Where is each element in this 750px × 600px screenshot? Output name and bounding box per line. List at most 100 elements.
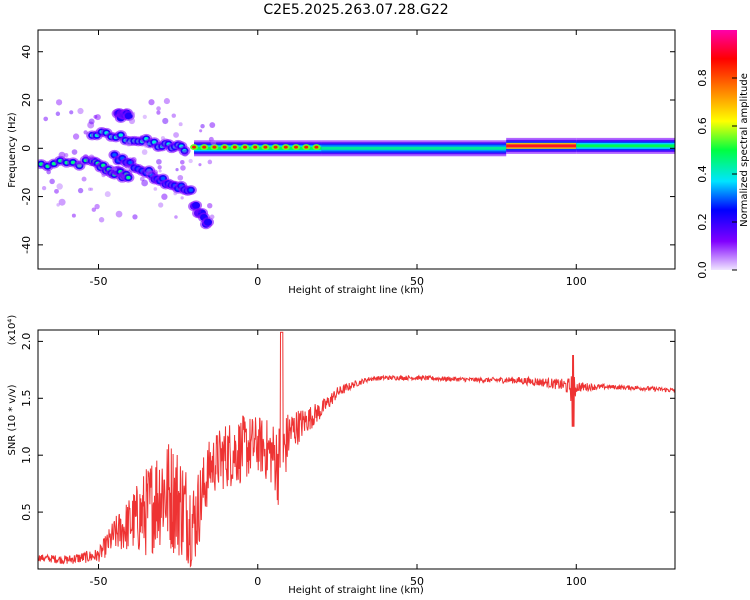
spectrogram-speckle bbox=[49, 178, 55, 185]
spectrogram-speckle bbox=[156, 110, 161, 115]
spectrogram-speckle bbox=[55, 99, 63, 106]
frequency-peak bbox=[283, 145, 288, 149]
colorbar-tick-label: 0.6 bbox=[696, 117, 709, 135]
spectrogram-speckle bbox=[94, 114, 101, 121]
snr-x-tick-label: -50 bbox=[90, 575, 108, 588]
spectrogram-speckle bbox=[131, 111, 136, 116]
snr-y-tick-label: 2.0 bbox=[20, 333, 33, 351]
branch-peak bbox=[160, 176, 166, 181]
spectrogram-speckle bbox=[54, 188, 59, 194]
spectrogram-speckle bbox=[162, 117, 169, 125]
spectrogram-speckle bbox=[123, 161, 127, 165]
snr-series-line bbox=[38, 331, 675, 568]
spectrogram-speckle bbox=[77, 187, 84, 194]
spectrogram-speckle bbox=[64, 153, 69, 158]
spectrogram-speckle bbox=[141, 149, 148, 155]
snr-y-multiplier: (x10⁴) bbox=[7, 315, 18, 346]
snr-x-label: Height of straight line (km) bbox=[288, 585, 424, 596]
spectrogram-speckle bbox=[207, 159, 213, 165]
spectrogram-speckle bbox=[209, 122, 216, 128]
spectrogram-speckle bbox=[77, 160, 82, 165]
spectrogram-speckle bbox=[141, 179, 148, 187]
snr-panel: -50 0 50 100 0.5 1.0 1.5 2.0 Height of straigh… bbox=[7, 315, 676, 596]
branch-peak bbox=[188, 188, 194, 192]
spectrogram-speckle bbox=[139, 135, 144, 139]
spectrogram-speckle bbox=[81, 176, 87, 182]
snr-x-tick-label: 50 bbox=[410, 575, 424, 588]
spectrogram-speckle bbox=[153, 187, 158, 191]
spectrogram-speckle bbox=[125, 141, 132, 147]
branch-peak bbox=[70, 160, 76, 165]
spectrogram-speckle bbox=[207, 203, 213, 209]
snr-y-tick-label: 1.5 bbox=[20, 390, 33, 408]
spectrogram-x-ticks: -50 0 50 100 bbox=[90, 30, 587, 288]
spectrogram-speckle bbox=[77, 107, 84, 115]
frequency-peak bbox=[232, 145, 237, 149]
spectrogram-speckle bbox=[158, 202, 164, 208]
spectrogram-x-label: Height of straight line (km) bbox=[288, 285, 424, 296]
spectrogram-speckle bbox=[130, 157, 137, 163]
spectrogram-y-tick-label: 40 bbox=[20, 45, 33, 59]
frequency-peak bbox=[192, 145, 197, 149]
spectrogram-speckle bbox=[132, 214, 138, 220]
spectrogram-speckle bbox=[181, 149, 189, 157]
colorbar-tick-label: 0.0 bbox=[696, 261, 709, 279]
branch-peak bbox=[126, 175, 131, 180]
spectrogram-speckle bbox=[98, 217, 105, 223]
spectrogram-x-tick-label: -50 bbox=[90, 275, 108, 288]
spectrogram-y-tick-label: -40 bbox=[20, 236, 33, 254]
spectrogram-speckle bbox=[58, 151, 66, 159]
colorbar-tick-label: 0.2 bbox=[696, 213, 709, 231]
spectrogram-speckle bbox=[142, 114, 147, 120]
spectrogram-speckle bbox=[174, 215, 178, 219]
snr-y-tick-label: 1.0 bbox=[20, 446, 33, 464]
spectrogram-y-tick-label: 20 bbox=[20, 93, 33, 107]
spectrogram-speckle bbox=[46, 169, 51, 175]
colorbar-tick-label: 0.4 bbox=[696, 165, 709, 183]
snr-marks bbox=[38, 331, 675, 568]
spectrogram-speckle bbox=[69, 110, 74, 115]
spectrogram-speckle bbox=[180, 196, 184, 200]
spectrogram-speckle bbox=[56, 203, 60, 207]
spectrogram-speckle bbox=[43, 116, 49, 122]
snr-y-ticks: 0.5 1.0 1.5 2.0 bbox=[20, 333, 675, 521]
colorbar-ticks: 0.0 0.2 0.4 0.6 0.8 bbox=[696, 69, 737, 279]
branch-peak bbox=[112, 153, 117, 157]
frequency-band bbox=[321, 146, 507, 150]
spectrogram-speckle bbox=[71, 149, 78, 155]
spectrogram-speckle bbox=[94, 203, 100, 210]
spectrogram-speckle bbox=[173, 132, 179, 138]
spectrogram-speckle bbox=[113, 167, 117, 171]
spectrogram-speckle bbox=[104, 191, 111, 198]
spectrogram-y-tick-label: 0 bbox=[20, 145, 33, 152]
spectrogram-speckle bbox=[83, 130, 88, 135]
spectrogram-speckle bbox=[178, 122, 183, 127]
colorbar: 0.0 0.2 0.4 0.6 0.8 Normalized spectral ampl… bbox=[696, 30, 750, 279]
spectrogram-speckle bbox=[151, 169, 158, 176]
spectrogram-speckle bbox=[196, 208, 202, 214]
branch-blob bbox=[124, 112, 133, 120]
spectrogram-frame bbox=[37, 29, 676, 270]
spectrogram-y-ticks: -40 -20 0 20 40 bbox=[20, 45, 675, 254]
spectrogram-speckle bbox=[210, 139, 217, 146]
spectrogram-speckle bbox=[171, 113, 176, 118]
spectrogram-speckle bbox=[145, 168, 153, 176]
spectrogram-speckle bbox=[56, 183, 63, 190]
branch-peak bbox=[118, 133, 124, 137]
frequency-peak bbox=[273, 145, 278, 149]
spectrogram-x-tick-label: 0 bbox=[254, 275, 261, 288]
spectrogram-speckle bbox=[128, 117, 136, 125]
frequency-peak bbox=[304, 145, 309, 149]
chart-title: C2E5.2025.263.07.28.G22 bbox=[263, 2, 448, 18]
spectrogram-speckle bbox=[198, 163, 202, 167]
spectrogram-speckle bbox=[180, 159, 185, 165]
spectrogram-y-tick-label: -20 bbox=[20, 188, 33, 206]
frequency-peak bbox=[222, 145, 227, 149]
snr-x-ticks: -50 0 50 100 bbox=[90, 330, 587, 588]
spectrogram-speckle bbox=[158, 169, 162, 173]
snr-x-tick-label: 100 bbox=[566, 575, 587, 588]
spectrogram-speckle bbox=[124, 108, 128, 112]
frequency-peak bbox=[253, 145, 258, 149]
spectrogram-speckle bbox=[82, 154, 89, 160]
